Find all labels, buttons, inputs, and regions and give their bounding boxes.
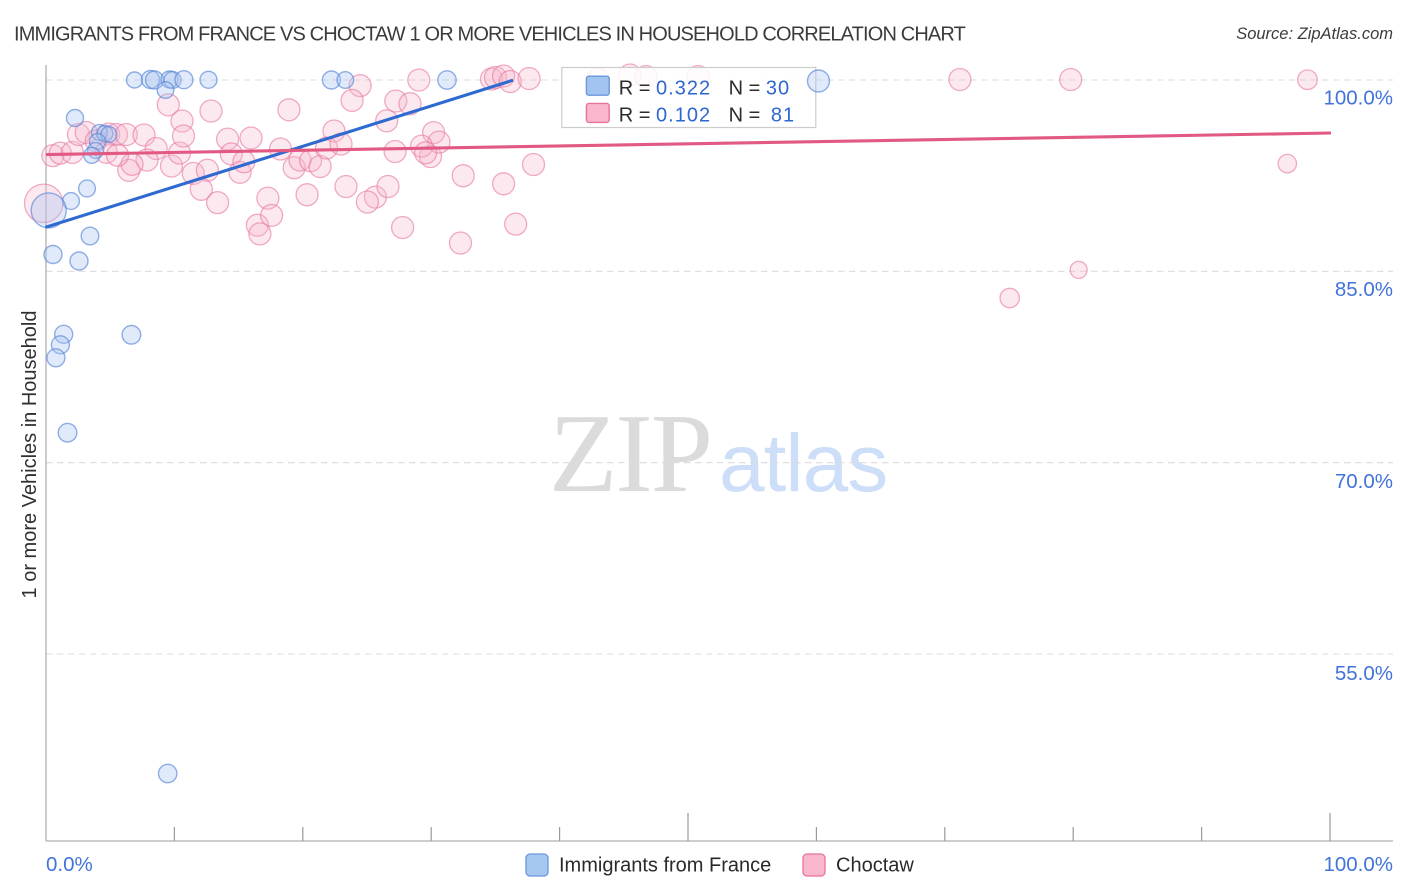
svg-text:85.0%: 85.0% xyxy=(1335,278,1393,301)
svg-text:IMMIGRANTS FROM FRANCE VS CHOC: IMMIGRANTS FROM FRANCE VS CHOCTAW 1 OR M… xyxy=(14,24,966,46)
svg-text:70.0%: 70.0% xyxy=(1335,470,1393,493)
svg-text:1 or more Vehicles in Househol: 1 or more Vehicles in Household xyxy=(19,311,41,599)
svg-text:100.0%: 100.0% xyxy=(1323,87,1393,110)
svg-text:55.0%: 55.0% xyxy=(1335,662,1393,685)
svg-text:ZIP: ZIP xyxy=(549,392,711,516)
svg-text:Immigrants from France: Immigrants from France xyxy=(559,855,771,877)
svg-text:R = 0.102 N = 81: R = 0.102 N = 81 xyxy=(619,105,795,127)
svg-text:Source: ZipAtlas.com: Source: ZipAtlas.com xyxy=(1236,25,1393,43)
svg-text:Choctaw: Choctaw xyxy=(836,855,914,877)
svg-text:atlas: atlas xyxy=(719,418,887,509)
svg-text:0.0%: 0.0% xyxy=(46,853,93,876)
svg-text:R = 0.322 N = 30: R = 0.322 N = 30 xyxy=(619,78,790,100)
svg-text:100.0%: 100.0% xyxy=(1323,853,1393,876)
